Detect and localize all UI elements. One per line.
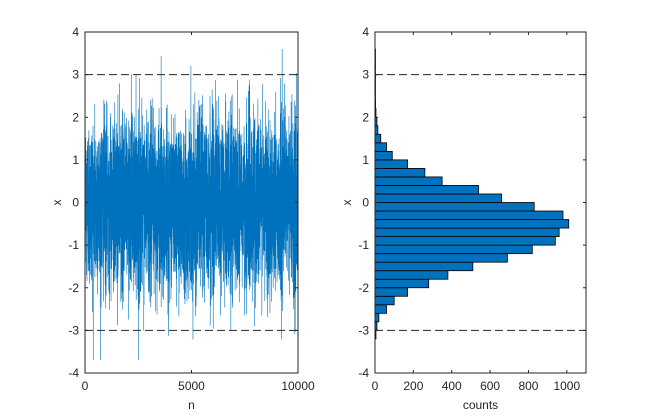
histogram-bar [374,167,426,178]
histogram-x-tick-label: 200 [403,379,423,393]
time-series-y-tick-label: -2 [68,281,79,295]
histogram-plot-area [374,48,586,340]
histogram-bar [374,202,535,212]
histogram-y-tick-label: -2 [358,281,369,295]
time-series-y-tick-label: -1 [68,238,79,252]
histogram-y-tick-label: -4 [358,366,369,380]
histogram-x-tick-label: 800 [518,379,538,393]
time-series-frame [84,31,299,374]
time-series-ticks: 0 5000 10000 -4 -3 -2 -1 0 1 2 3 4 [68,25,315,393]
histogram-bar [374,185,479,195]
histogram-y-axis-label: x [340,200,354,206]
histogram-bar [374,295,395,306]
histogram-bar [374,278,430,289]
histogram-x-tick-label: 1000 [553,379,580,393]
histogram-x-tick-label: 400 [442,379,462,393]
time-series-y-axis-label: x [50,200,64,206]
time-series-x-tick-label: 0 [82,379,89,393]
histogram-bar [374,253,508,263]
time-series-y-tick-label: 4 [72,25,79,39]
time-series-y-tick-label: 1 [72,153,79,167]
histogram-bar [374,159,409,169]
histogram-bar [374,287,409,297]
time-series-y-tick-label: 2 [72,110,79,124]
histogram-y-tick-label: -1 [358,238,369,252]
histogram-x-axis-label: counts [463,398,498,412]
histogram-bar [374,304,387,314]
histogram-bar [374,219,570,229]
time-series-x-axis-label: n [188,398,195,412]
histogram-bar [374,150,393,161]
histogram-y-tick-label: -3 [358,323,369,337]
histogram-y-tick-label: 0 [362,196,369,210]
histogram-bar [374,133,382,144]
time-series-plot-area [84,49,299,361]
histogram-bar [374,210,564,220]
time-series-x-tick-label: 10000 [281,379,315,393]
histogram-x-tick-label: 600 [480,379,500,393]
time-series-y-tick-label: 0 [72,196,79,210]
histogram-bar [374,312,380,323]
histogram-frame [374,31,587,374]
time-series-x-tick-label: 5000 [178,379,205,393]
histogram-bar [374,270,449,280]
histogram-y-tick-label: 4 [362,25,369,39]
histogram-y-tick-label: 3 [362,68,369,82]
histogram-bar [374,176,443,186]
time-series-axes: 0 5000 10000 -4 -3 -2 -1 0 1 2 3 4 n x [50,25,315,412]
histogram-ticks: 0 200 400 600 800 1000 -4 -3 -2 -1 0 1 2 3 4 [358,25,586,393]
histogram-bar [374,193,502,203]
histogram-bar [374,236,556,246]
histogram-y-tick-label: 1 [362,153,369,167]
histogram-axes: 0 200 400 600 800 1000 -4 -3 -2 -1 0 1 2 3 4 counts x [340,25,587,412]
time-series-line [84,49,299,361]
histogram-bar [374,227,560,237]
time-series-y-tick-label: 3 [72,68,79,82]
time-series-y-tick-label: -3 [68,323,79,337]
time-series-y-tick-label: -4 [68,366,79,380]
histogram-y-tick-label: 2 [362,110,369,124]
histogram-bar [374,142,387,152]
histogram-bar [374,244,533,255]
histogram-bar [374,261,474,272]
histogram-x-tick-label: 0 [372,379,379,393]
